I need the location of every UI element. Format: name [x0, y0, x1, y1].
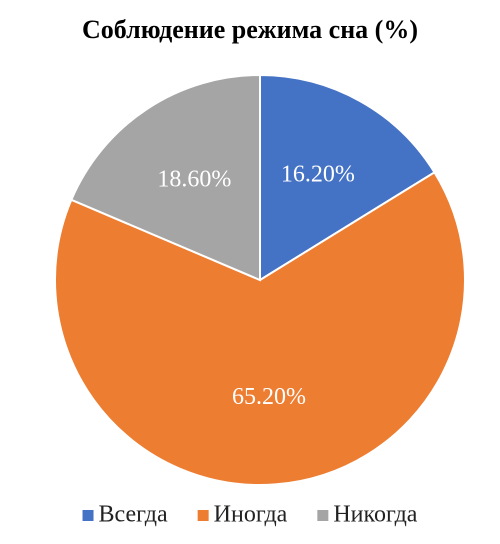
data-label: 16.20%: [281, 162, 355, 188]
legend-label: Никогда: [333, 502, 417, 528]
legend-marker: [197, 510, 209, 521]
pie-slice: [54, 170, 466, 486]
pie-slice: [259, 73, 436, 282]
legend-marker: [82, 510, 94, 521]
legend-label: Иногда: [214, 502, 288, 528]
chart-title: Соблюдение режима сна (%): [82, 15, 418, 44]
data-label: 65.20%: [232, 384, 306, 410]
legend-label: Всегда: [99, 502, 168, 528]
legend-marker: [317, 510, 329, 521]
pie-slice: [70, 73, 261, 282]
data-label: 18.60%: [157, 166, 231, 192]
